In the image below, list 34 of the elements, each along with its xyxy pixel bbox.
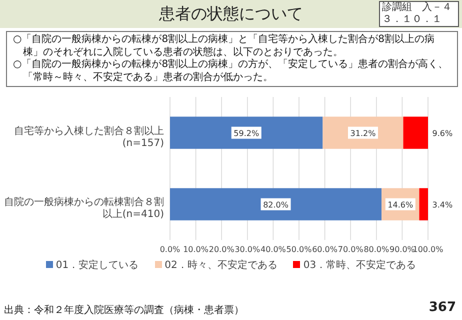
text: ○「自院の一般病棟からの転棟が8割以上の病棟」と「自宅等から入棟した割合が8割以上の病棟」のそれぞれに入院している患者の状態は、以下のとおりであった。 <box>13 34 436 58</box>
x-tick-label: 100.0% <box>412 245 444 254</box>
x-tick-label: 90.0% <box>389 245 416 254</box>
x-tick-label: 80.0% <box>364 245 390 254</box>
chart-title: 患者の状態について <box>159 4 303 23</box>
x-tick-label: 0.0% <box>160 245 181 254</box>
x-tick-label: 30.0% <box>234 245 260 254</box>
legend-label: 01．安定している <box>56 260 139 271</box>
bar <box>322 116 404 149</box>
data-label: 9.6% <box>432 128 453 138</box>
x-tick-label: 70.0% <box>338 245 364 254</box>
data-label: 82.0% <box>263 200 289 210</box>
data-label: 59.2% <box>234 128 260 138</box>
data-label: 31.2% <box>350 128 376 138</box>
bar <box>170 188 382 220</box>
legend-label: 02．時々、不安定である <box>164 260 278 271</box>
x-tick-label: 20.0% <box>208 245 235 254</box>
text: ３．１０．１ <box>382 14 443 26</box>
bar <box>403 116 428 149</box>
text: ○「自院の一般病棟からの転棟が8割以上の病棟」の方が、「安定している」患者の割合が高く、「常時～時々、不安定である」患者の割合が低かった。 <box>13 59 450 84</box>
x-tick-label: 10.0% <box>183 245 209 254</box>
x-tick-label: 50.0% <box>286 245 312 254</box>
source-note: 出典：令和２年度入院医療等の調査（病棟・患者票） <box>4 304 244 317</box>
legend-label: 03．常時、不安定である <box>303 260 416 271</box>
y-tick-label: 自宅等から入棟した割合８割以上(n=157) <box>13 126 164 150</box>
x-tick-label: 40.0% <box>260 245 286 254</box>
text: 診調組 入－４ <box>382 2 453 14</box>
bar <box>419 188 428 220</box>
data-label: 3.4% <box>432 200 453 210</box>
x-tick-label: 60.0% <box>312 245 338 254</box>
y-tick-label: 自院の一般病棟からの転棟割合８割以上(n=410) <box>3 197 164 222</box>
bar <box>170 116 323 149</box>
text: 367 <box>428 300 456 315</box>
data-label: 14.6% <box>388 200 414 210</box>
